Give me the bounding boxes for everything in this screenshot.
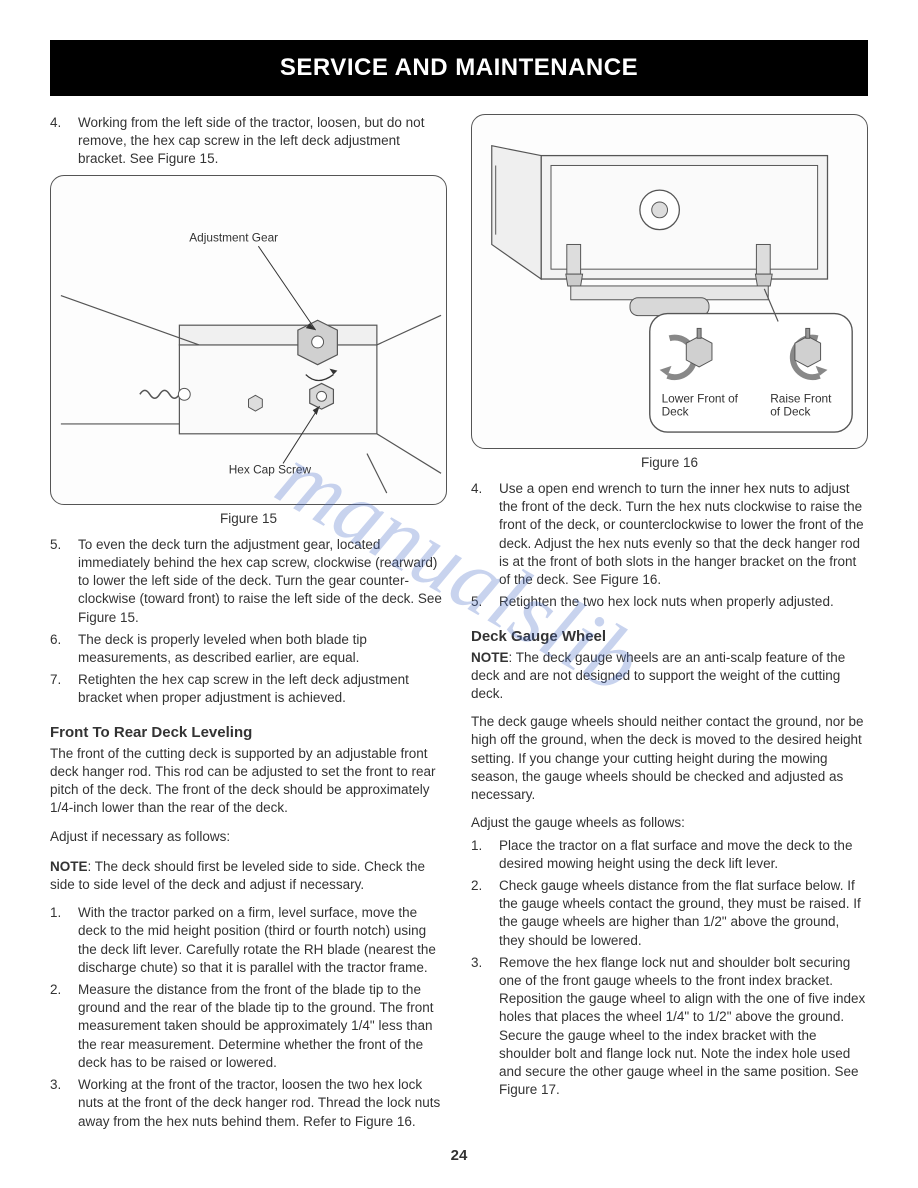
list-num: 4. [471,480,499,589]
list-text: Use a open end wrench to turn the inner … [499,480,868,589]
list-item: 4. Use a open end wrench to turn the inn… [471,480,868,589]
list-item: 3. Working at the front of the tractor, … [50,1076,447,1131]
two-column-layout: 4. Working from the left side of the tra… [50,114,868,1135]
note-label: NOTE [50,859,88,874]
list-text: Retighten the hex cap screw in the left … [78,671,447,707]
list-item: 5. Retighten the two hex lock nuts when … [471,593,868,611]
figure-15-box: Adjustment Gear Hex Cap Screw [50,175,447,505]
right-column: Lower Front of Deck Raise Front of Deck … [471,114,868,1135]
left-column: 4. Working from the left side of the tra… [50,114,447,1135]
list-text: To even the deck turn the adjustment gea… [78,536,447,627]
heading-front-rear: Front To Rear Deck Leveling [50,724,447,741]
list-left-5-7: 5. To even the deck turn the adjustment … [50,536,447,708]
figure-15-svg: Adjustment Gear Hex Cap Screw [51,176,446,504]
list-text: Measure the distance from the front of t… [78,981,447,1072]
list-text: Retighten the two hex lock nuts when pro… [499,593,868,611]
list-text: With the tractor parked on a firm, level… [78,904,447,977]
list-item: 5. To even the deck turn the adjustment … [50,536,447,627]
list-text: Working from the left side of the tracto… [78,114,447,169]
list-num: 5. [471,593,499,611]
gauge-adjust-line: Adjust the gauge wheels as follows: [471,814,868,832]
list-text: Working at the front of the tractor, loo… [78,1076,447,1131]
note-text: : The deck should first be leveled side … [50,859,425,892]
list-item: 2. Check gauge wheels distance from the … [471,877,868,950]
list-text: The deck is properly leveled when both b… [78,631,447,667]
list-num: 1. [471,837,499,873]
figure-16-svg: Lower Front of Deck Raise Front of Deck [472,115,867,448]
list-gauge: 1. Place the tractor on a flat surface a… [471,837,868,1100]
note-label: NOTE [471,650,509,665]
gauge-intro: The deck gauge wheels should neither con… [471,713,868,804]
list-num: 2. [471,877,499,950]
list-num: 4. [50,114,78,169]
note-side-to-side: NOTE: The deck should first be leveled s… [50,858,447,894]
list-num: 6. [50,631,78,667]
list-item: 7. Retighten the hex cap screw in the le… [50,671,447,707]
figure-15-caption: Figure 15 [50,511,447,526]
list-text: Remove the hex flange lock nut and shoul… [499,954,868,1100]
gauge-note: NOTE: The deck gauge wheels are an anti-… [471,649,868,704]
label-adjustment-gear: Adjustment Gear [189,230,278,244]
list-right-4-5: 4. Use a open end wrench to turn the inn… [471,480,868,612]
list-num: 1. [50,904,78,977]
front-rear-intro: The front of the cutting deck is support… [50,745,447,818]
list-num: 3. [471,954,499,1100]
list-front-rear: 1. With the tractor parked on a firm, le… [50,904,447,1131]
figure-16-box: Lower Front of Deck Raise Front of Deck [471,114,868,449]
list-item: 6. The deck is properly leveled when bot… [50,631,447,667]
adjust-line: Adjust if necessary as follows: [50,828,447,846]
list-left-continued: 4. Working from the left side of the tra… [50,114,447,169]
list-item: 3. Remove the hex flange lock nut and sh… [471,954,868,1100]
list-text: Check gauge wheels distance from the fla… [499,877,868,950]
list-item: 2. Measure the distance from the front o… [50,981,447,1072]
label-hex-cap-screw: Hex Cap Screw [229,462,312,476]
list-num: 7. [50,671,78,707]
section-banner: SERVICE AND MAINTENANCE [50,40,868,96]
list-num: 3. [50,1076,78,1131]
page-number: 24 [0,1147,918,1164]
list-num: 2. [50,981,78,1072]
list-text: Place the tractor on a flat surface and … [499,837,868,873]
note-text: : The deck gauge wheels are an anti-scal… [471,650,845,701]
list-item: 4. Working from the left side of the tra… [50,114,447,169]
heading-gauge-wheel: Deck Gauge Wheel [471,628,868,645]
list-item: 1. With the tractor parked on a firm, le… [50,904,447,977]
figure-16-caption: Figure 16 [471,455,868,470]
list-item: 1. Place the tractor on a flat surface a… [471,837,868,873]
list-num: 5. [50,536,78,627]
